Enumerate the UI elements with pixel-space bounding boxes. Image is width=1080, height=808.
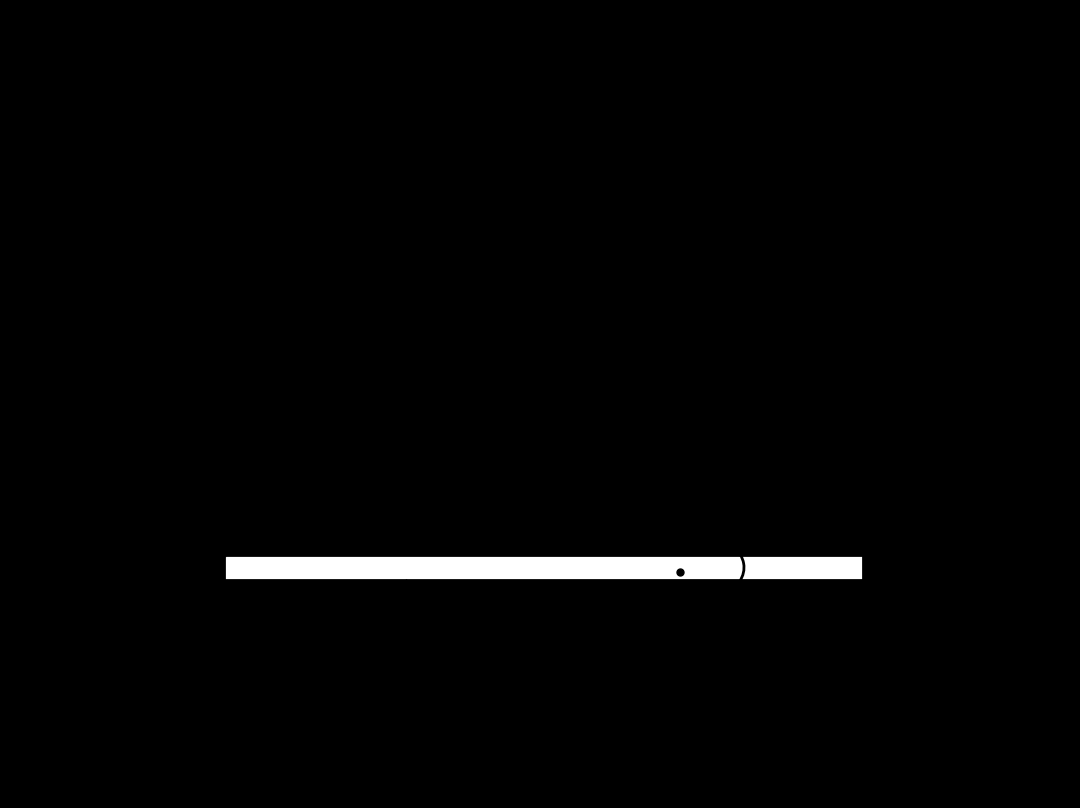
Text: 3m: 3m [526, 490, 561, 507]
Text: C: C [673, 541, 688, 558]
Text: 2m: 2m [298, 490, 333, 507]
Text: D: D [874, 585, 891, 603]
Bar [225, 555, 863, 580]
Text: 2m: 2m [754, 490, 788, 507]
Circle shape [378, 605, 393, 615]
Circle shape [399, 605, 415, 615]
Circle shape [420, 605, 435, 615]
Text: 40kN.m: 40kN.m [670, 647, 755, 665]
Polygon shape [377, 580, 435, 604]
Polygon shape [834, 580, 892, 604]
Text: 10 KN: 10 KN [147, 416, 211, 434]
Text: B: B [399, 541, 415, 558]
Text: H.Ws./ Calculate the shear force and bending moment for the beam subjected to th: H.Ws./ Calculate the shear force and ben… [141, 24, 942, 96]
Text: A: A [198, 585, 213, 603]
